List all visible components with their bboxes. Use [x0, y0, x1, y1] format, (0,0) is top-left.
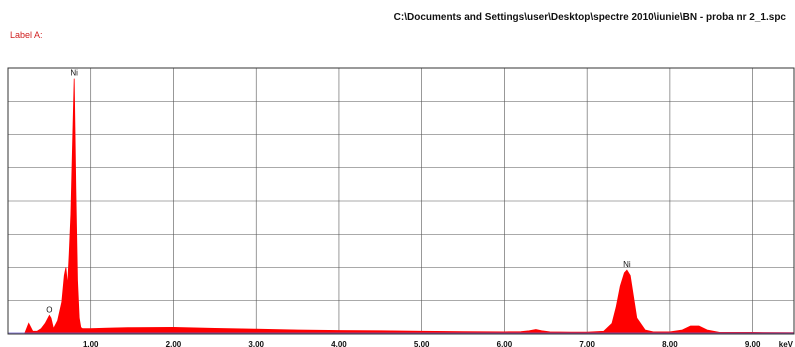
x-tick-label: 7.00 [579, 340, 595, 347]
x-tick-label: 8.00 [662, 340, 678, 347]
x-tick-label: 4.00 [331, 340, 347, 347]
x-axis-unit: keV [779, 340, 794, 347]
peak-label: O [46, 305, 52, 314]
x-tick-label: 3.00 [248, 340, 264, 347]
x-tick-label: 1.00 [83, 340, 99, 347]
x-tick-label: 5.00 [414, 340, 430, 347]
plot-frame [7, 67, 795, 335]
x-tick-label: 9.00 [745, 340, 761, 347]
x-tick-label: 2.00 [166, 340, 182, 347]
peak-label: Ni [70, 69, 78, 78]
peak-label: Ni [623, 260, 631, 269]
x-tick-label: 6.00 [497, 340, 513, 347]
label-a: Label A: [10, 30, 43, 40]
file-path-title: C:\Documents and Settings\user\Desktop\s… [393, 12, 786, 23]
spectrum-series [8, 78, 795, 335]
